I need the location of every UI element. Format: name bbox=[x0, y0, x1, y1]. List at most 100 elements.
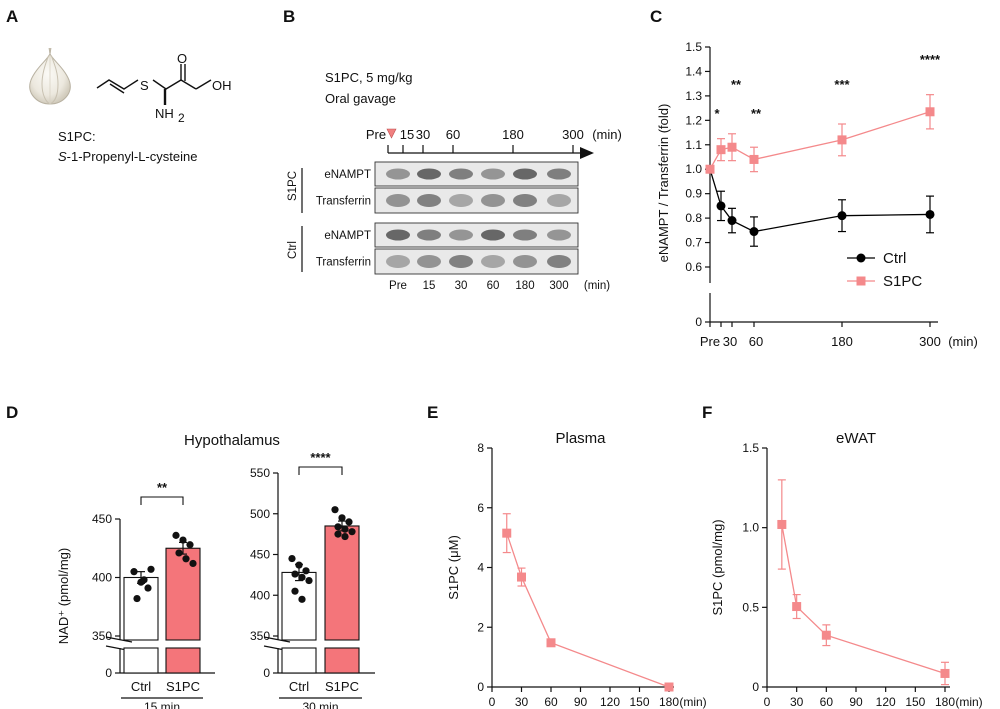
chart-f: 0 0.5 1.0 1.5 0 30 60 90 120 150 180 (min) eWAT S1PC … bbox=[710, 430, 983, 709]
chartD1-significance-label: ** bbox=[157, 480, 168, 495]
chartD2-dot-0-2 bbox=[302, 567, 310, 575]
chartD2-dot-1-7 bbox=[341, 532, 349, 541]
chartD1-y-tick-label-zero: 0 bbox=[105, 666, 112, 680]
chartD1-dot-0-5 bbox=[147, 565, 155, 573]
chartD1-bar-lower-0 bbox=[123, 647, 159, 674]
chartE-series-line-0 bbox=[506, 532, 670, 688]
blot-band-0-3 bbox=[481, 168, 505, 180]
blot-row-label-0: eNAMPT bbox=[324, 169, 371, 181]
timeline-tick-label-1: 15 bbox=[400, 127, 414, 142]
c-x-tick-label-3: 180 bbox=[831, 334, 853, 349]
blot-band-3-2 bbox=[449, 255, 473, 268]
chartD1-dot-0-2 bbox=[144, 584, 152, 592]
c-point-0-3 bbox=[749, 227, 759, 237]
timeline-tick-label-2: 30 bbox=[416, 127, 430, 142]
lane-label-4: 180 bbox=[515, 280, 534, 292]
chartD2-y-tick-label-2: 450 bbox=[250, 548, 270, 562]
c-y-tick-label-9: 1.5 bbox=[685, 40, 702, 54]
blot-band-1-5 bbox=[547, 194, 571, 207]
timeline-tick-label-0: Pre bbox=[366, 127, 386, 142]
chart-c: 0.6 0.7 0.8 0.9 1.0 1.1 1.2 1.3 1.4 1.5 0 Pre 30 60 18… bbox=[656, 40, 978, 349]
chartD2-dot-0-6 bbox=[291, 587, 299, 595]
chartE-y-tick-label-1: 2 bbox=[477, 620, 484, 634]
chem-atom-oh: OH bbox=[212, 78, 232, 93]
blot-band-2-4 bbox=[513, 229, 537, 241]
chartF-point-0-0 bbox=[777, 519, 787, 529]
group-label-ctrl: Ctrl bbox=[287, 241, 299, 259]
chartF-y-tick-label-2: 1.0 bbox=[742, 521, 759, 535]
chartF-point-0-1 bbox=[792, 602, 802, 612]
chartE-x-unit: (min) bbox=[679, 695, 706, 709]
blot-band-0-4 bbox=[513, 168, 537, 180]
chartD2-dot-1-6 bbox=[334, 530, 342, 538]
chartE-x-tick-label-3: 90 bbox=[574, 695, 588, 709]
blot-band-2-5 bbox=[547, 229, 571, 241]
c-y-tick-label-0: 0.6 bbox=[685, 260, 702, 274]
chartD2-dot-1-3 bbox=[334, 523, 342, 531]
c-point-1-1 bbox=[716, 145, 726, 155]
chartE-point-0-3 bbox=[664, 682, 674, 692]
garlic-icon bbox=[29, 47, 71, 105]
chartF-point-0-2 bbox=[821, 630, 831, 640]
c-significance-2: ** bbox=[751, 106, 762, 121]
chartE-y-tick-label-2: 4 bbox=[477, 561, 484, 575]
chartD2-significance-bracket bbox=[298, 466, 343, 475]
panel-letter-d: D bbox=[6, 403, 18, 422]
c-y-tick-label-5: 1.1 bbox=[685, 138, 702, 152]
c-point-1-3 bbox=[749, 154, 759, 164]
chartD2-dot-0-5 bbox=[305, 576, 313, 585]
chartE-y-tick-label-3: 6 bbox=[477, 501, 484, 515]
blot-band-1-3 bbox=[481, 194, 505, 207]
chartF-point-0-3 bbox=[940, 668, 950, 678]
panel-d-title: Hypothalamus bbox=[184, 432, 280, 449]
chartD1-dot-1-1 bbox=[179, 536, 187, 544]
chart-d2: 350 400 450 500 550 0 Ctrl S1PC **** 30 min bbox=[250, 450, 375, 709]
chartD2-y-tick-label-0: 350 bbox=[250, 629, 270, 643]
c-x-tick-label-4: 300 bbox=[919, 334, 941, 349]
blot-band-1-4 bbox=[513, 194, 537, 207]
chartD2-y-tick-label-1: 400 bbox=[250, 588, 270, 602]
compound-code: S1PC: bbox=[58, 129, 96, 144]
blot-band-1-1 bbox=[417, 194, 441, 207]
c-y-tick-label-8: 1.4 bbox=[685, 64, 702, 78]
blot-row-label-3: Transferrin bbox=[316, 257, 371, 269]
blot-band-1-0 bbox=[386, 194, 410, 207]
chartD1-y-label: NAD⁺ (pmol/mg) bbox=[56, 548, 71, 644]
blot-band-1-2 bbox=[449, 194, 473, 207]
chartD2-dot-0-1 bbox=[295, 561, 303, 569]
chartD1-dot-1-5 bbox=[189, 559, 197, 568]
blot-band-0-0 bbox=[386, 168, 410, 180]
chartD1-dot-1-2 bbox=[186, 541, 194, 549]
chartD2-category-label-1: S1PC bbox=[325, 679, 359, 694]
chartE-y-tick-label-4: 8 bbox=[477, 441, 484, 455]
chartD2-bar-1 bbox=[324, 525, 360, 641]
chartD2-significance-label: **** bbox=[310, 450, 331, 465]
chartD2-dot-1-1 bbox=[338, 514, 346, 522]
blot-band-0-2 bbox=[449, 168, 473, 180]
c-legend-marker-0 bbox=[856, 253, 866, 263]
c-point-0-1 bbox=[716, 201, 726, 211]
chartE-point-0-0 bbox=[502, 528, 512, 538]
c-y-tick-label-1: 0.7 bbox=[685, 236, 702, 250]
blot-band-0-5 bbox=[547, 168, 571, 180]
chartE-point-0-1 bbox=[517, 572, 526, 582]
route-label: Oral gavage bbox=[325, 91, 396, 106]
c-y-label: eNAMPT / Transferrin (fold) bbox=[656, 104, 671, 263]
chartD1-category-label-1: S1PC bbox=[166, 679, 200, 694]
blot-band-2-3 bbox=[481, 229, 505, 241]
chartF-x-tick-label-1: 30 bbox=[790, 695, 804, 709]
chartD2-bar-lower-1 bbox=[324, 647, 360, 674]
timeline-tick-label-4: 180 bbox=[502, 127, 524, 142]
chartF-x-tick-label-0: 0 bbox=[764, 695, 771, 709]
blot-band-3-1 bbox=[417, 255, 441, 268]
blot-band-0-1 bbox=[417, 168, 441, 180]
chartD2-dot-1-4 bbox=[341, 525, 349, 533]
panel-letter-c: C bbox=[650, 7, 662, 26]
chartD2-dot-1-2 bbox=[345, 518, 353, 526]
c-x-tick-label-2: 60 bbox=[749, 334, 763, 349]
c-series-line-0 bbox=[709, 169, 931, 233]
lane-unit: (min) bbox=[584, 280, 610, 292]
c-point-0-5 bbox=[925, 209, 935, 219]
s1pc-structure bbox=[96, 64, 212, 105]
